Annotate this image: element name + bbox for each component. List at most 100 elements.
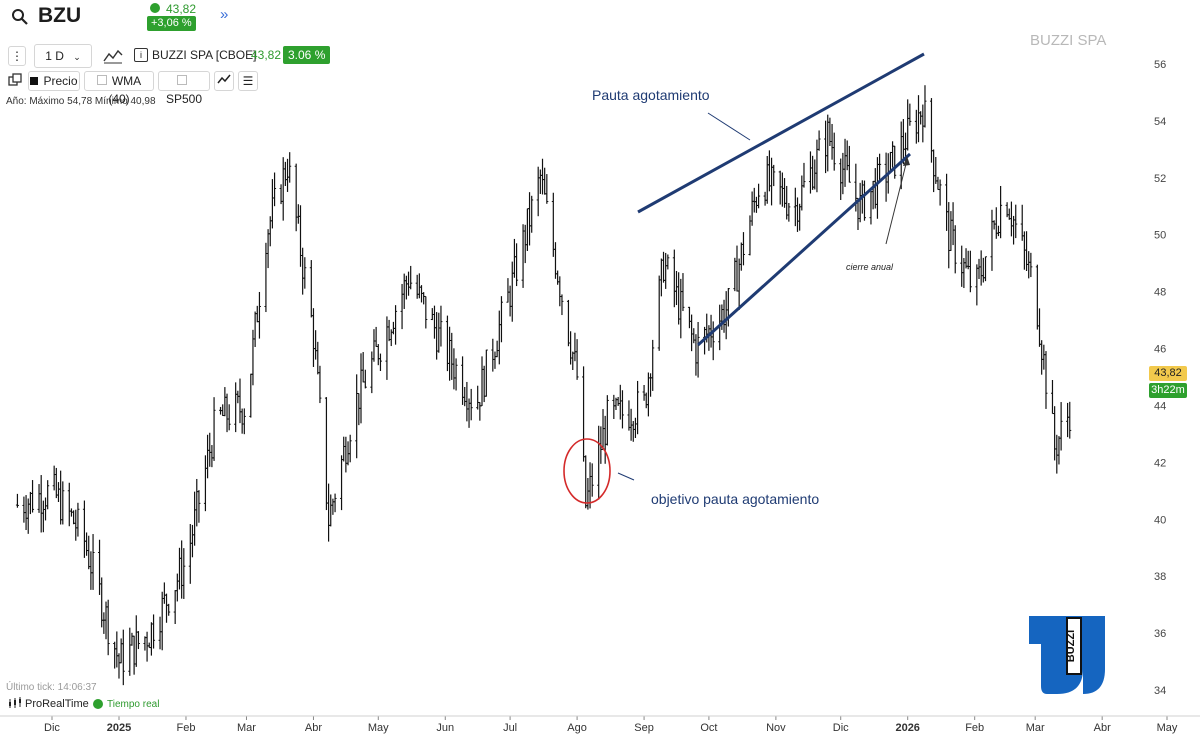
ohlc-bar	[914, 109, 918, 144]
ohlc-bar	[990, 209, 994, 271]
provider-label: ProRealTime	[25, 698, 89, 710]
ohlc-bar	[499, 296, 503, 343]
ohlc-bar	[311, 308, 315, 367]
ohlc-bar	[839, 158, 843, 200]
ohlc-bar	[800, 175, 804, 211]
ohlc-bar	[145, 631, 149, 662]
drag-handle-icon[interactable]: ⋮	[8, 46, 26, 66]
ohlc-bar	[46, 480, 50, 510]
ohlc-bar	[41, 500, 45, 533]
search-icon[interactable]	[11, 8, 29, 26]
ohlc-bar	[674, 270, 678, 306]
annotation-cierre: cierre anual	[846, 262, 894, 272]
lower-trendline	[696, 152, 912, 347]
ohlc-bar	[891, 141, 895, 168]
x-tick-label: Jun	[436, 722, 454, 734]
ohlc-bar	[439, 305, 443, 347]
ohlc-bar	[722, 299, 726, 333]
ohlc-bar	[288, 152, 292, 183]
ohlc-bar	[571, 351, 575, 371]
legend-label-sp500: SP500	[165, 92, 203, 106]
ohlc-bar	[597, 425, 601, 500]
candles-icon	[9, 697, 21, 708]
y-tick-label: 48	[1154, 287, 1166, 299]
ohlc-bar	[476, 385, 480, 410]
ohlc-bar	[945, 173, 949, 231]
ohlc-bar	[541, 158, 545, 195]
bar-countdown-tag: 3h22m	[1149, 383, 1187, 398]
ohlc-bar	[1055, 434, 1059, 474]
ohlc-bar	[979, 250, 983, 286]
ohlc-bar	[999, 185, 1003, 239]
timeframe-value: 1 D	[45, 49, 64, 63]
x-tick-label: Mar	[1026, 722, 1045, 734]
x-tick-label: Abr	[1094, 722, 1111, 734]
chart-type-icon[interactable]	[102, 46, 124, 66]
ohlc-bar	[765, 155, 769, 204]
ohlc-bar	[1066, 402, 1070, 438]
line-chart-icon[interactable]	[214, 71, 234, 91]
annotation-objetivo: objetivo pauta agotamiento	[651, 491, 819, 507]
realtime-status-dot	[93, 699, 103, 709]
ticker-symbol[interactable]: BZU	[38, 4, 82, 27]
legend-square-empty	[96, 75, 107, 85]
ohlc-bar	[355, 374, 359, 459]
ohlc-bar	[240, 408, 244, 434]
ohlc-bar	[793, 187, 797, 227]
double-chevron-right-icon[interactable]: »	[220, 6, 229, 23]
list-icon[interactable]: ☰	[238, 71, 258, 91]
timeframe-select[interactable]: 1 D ⌄	[34, 44, 92, 68]
ohlc-bar	[344, 436, 348, 473]
ohlc-bar	[121, 629, 125, 686]
ohlc-bar	[908, 103, 912, 126]
ohlc-bar	[177, 547, 181, 590]
ohlc-bar	[450, 332, 454, 380]
ohlc-bar	[89, 551, 93, 590]
ohlc-bar	[82, 500, 86, 558]
legend-wma-toggle[interactable]: WMA (40)	[84, 71, 154, 106]
ohlc-bar	[960, 245, 964, 287]
ohlc-bar	[497, 310, 501, 365]
y-tick-label: 56	[1154, 59, 1166, 71]
ohlc-bar	[1057, 436, 1061, 465]
svg-text:BUZZI: BUZZI	[1065, 630, 1077, 662]
ohlc-bar	[512, 238, 516, 278]
ohlc-bar	[273, 172, 277, 207]
ohlc-bar	[906, 99, 910, 151]
ohlc-bar	[778, 170, 782, 205]
x-tick-label: Ago	[567, 722, 587, 734]
ohlc-bar	[210, 445, 214, 468]
y-tick-label: 40	[1154, 514, 1166, 526]
ohlc-bar	[257, 291, 261, 339]
legend-precio-toggle[interactable]: Precio	[28, 71, 80, 91]
ohlc-bar	[22, 496, 26, 523]
ohlc-bar	[1050, 379, 1054, 415]
ohlc-bar	[830, 123, 834, 160]
ohlc-bar	[44, 497, 48, 521]
ohlc-bar	[633, 417, 637, 439]
ohlc-bar	[919, 111, 923, 125]
ohlc-bar	[314, 330, 318, 360]
ohlc-bar	[815, 139, 819, 193]
legend-sp500-toggle[interactable]: SP500	[158, 71, 210, 106]
instrument-name: BUZZI SPA [CBOE]	[152, 48, 257, 62]
ohlc-bar	[679, 278, 683, 339]
ohlc-bar	[67, 482, 71, 527]
ohlc-bar	[975, 264, 979, 306]
info-icon[interactable]: i	[134, 48, 148, 62]
ohlc-bar	[432, 305, 436, 339]
ohlc-bar	[130, 632, 134, 646]
ohlc-bar	[394, 305, 398, 345]
ohlc-bar	[929, 98, 933, 163]
layers-icon[interactable]	[8, 73, 22, 87]
ohlc-bar	[281, 157, 285, 221]
ohlc-bar	[132, 635, 136, 675]
ohlc-bar	[167, 603, 171, 616]
ohlc-bar	[936, 176, 940, 191]
ohlc-bar	[454, 358, 458, 391]
ohlc-bar	[566, 299, 570, 347]
ohlc-bar	[558, 276, 562, 307]
ohlc-bar	[119, 638, 123, 664]
y-tick-label: 34	[1154, 685, 1166, 697]
